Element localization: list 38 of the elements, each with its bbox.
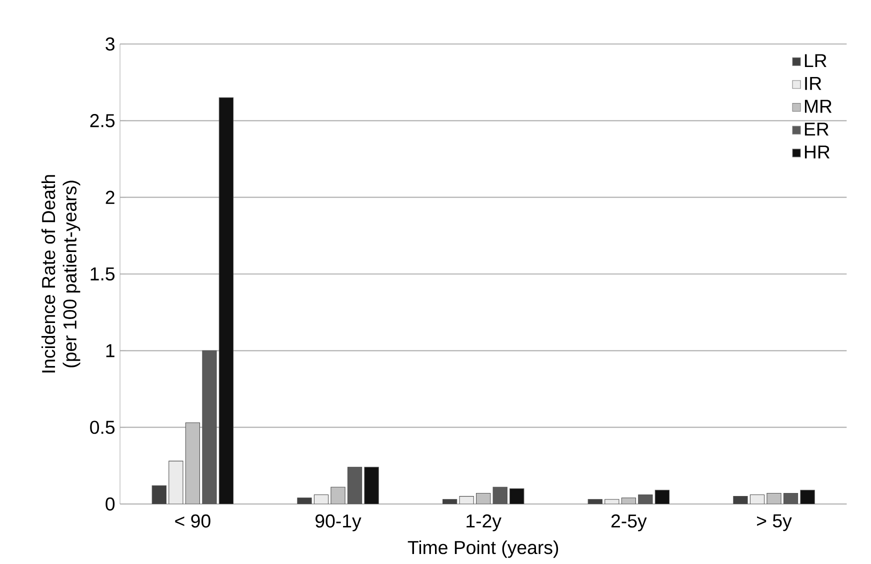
y-tick-label: 0 [106, 497, 115, 511]
bar [330, 486, 346, 504]
bar [185, 422, 200, 504]
x-axis-title: Time Point (years) [408, 540, 558, 558]
bar [442, 499, 458, 504]
y-tick-label: 1 [106, 344, 114, 358]
x-tick-label: 90-1y [316, 514, 362, 532]
legend-label: HR [804, 146, 830, 158]
y-tick-label: 1.5 [90, 267, 115, 281]
bar [476, 492, 491, 504]
x-tick-label: 2-5y [611, 514, 647, 532]
y-tick-label: 3 [106, 37, 114, 51]
bar [297, 498, 312, 504]
bar [347, 466, 362, 504]
y-axis-title: Incidence Rate of Death (per 100 patient-years) [41, 175, 80, 372]
bar [492, 486, 508, 504]
bar [218, 97, 234, 504]
bar [364, 466, 379, 504]
bar [654, 490, 670, 504]
y-tick-label: 2.5 [90, 114, 115, 128]
bar [733, 496, 748, 504]
legend-label: ER [804, 122, 828, 136]
x-tick-label: 1-2y [466, 514, 502, 532]
bar [168, 460, 184, 504]
legend-label: IR [805, 77, 822, 90]
legend-label: LR [804, 54, 826, 68]
bar [202, 350, 217, 504]
bar [766, 492, 782, 504]
legend-label: MR [804, 100, 832, 113]
y-tick-label: 2 [106, 190, 114, 204]
x-tick-label: < 90 [175, 514, 210, 528]
bar [621, 498, 636, 504]
x-tick-label: > 5y [757, 514, 792, 532]
y-tick-label: 0.5 [90, 420, 115, 434]
bar [588, 499, 602, 504]
bar [152, 485, 166, 504]
bar [800, 490, 815, 504]
bar [510, 488, 524, 504]
